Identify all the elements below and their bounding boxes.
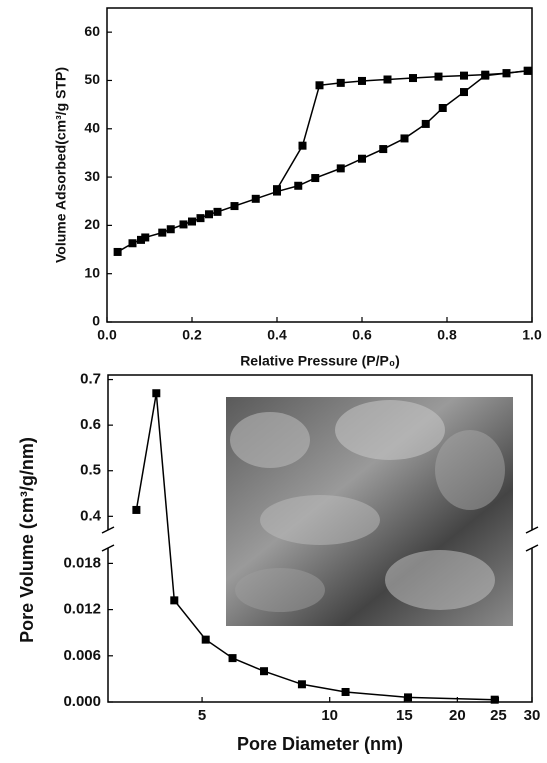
data-point (336, 164, 345, 173)
sem-inset (226, 397, 513, 626)
data-point (188, 217, 196, 226)
data-point (141, 233, 150, 242)
x-tick-label: 0.6 (352, 327, 372, 343)
y-tick-label: 0.012 (63, 601, 101, 618)
x-tick-label: 25 (490, 707, 507, 724)
y-tick-label: 20 (84, 216, 100, 232)
y-tick-label: 0.000 (63, 693, 101, 710)
x-tick-label: 20 (449, 707, 466, 724)
data-point (273, 185, 281, 194)
data-point (179, 220, 188, 229)
data-point (404, 693, 413, 702)
x-tick-label: 30 (524, 707, 541, 724)
data-point (421, 119, 430, 128)
data-point (358, 154, 366, 163)
y-tick-label: 50 (84, 71, 100, 87)
axis-break (101, 544, 115, 552)
y-tick-label: 0.4 (80, 507, 102, 524)
x-tick-label: 10 (321, 707, 338, 724)
data-point (502, 69, 511, 78)
y-axis-title: Volume Adsorbed(cm³/g STP) (53, 67, 69, 263)
axis-break (525, 544, 539, 552)
data-point (311, 174, 320, 183)
axis-break (525, 526, 539, 534)
data-point (438, 103, 447, 112)
series-line (117, 70, 528, 253)
data-point (201, 635, 210, 644)
x-tick-label: 0.0 (97, 327, 117, 343)
data-point (434, 72, 443, 81)
data-point (260, 667, 269, 676)
y-tick-label: 0.018 (63, 554, 101, 571)
data-point (460, 71, 468, 80)
data-point (460, 88, 468, 97)
y-tick-label: 60 (84, 23, 100, 39)
data-point (298, 141, 307, 150)
data-point (400, 134, 409, 143)
x-tick-label: 1.0 (522, 327, 542, 343)
data-point (358, 76, 366, 85)
data-point (490, 695, 499, 704)
y-tick-label: 10 (84, 264, 100, 280)
data-point (158, 228, 167, 237)
data-point (132, 505, 141, 514)
data-point (166, 225, 175, 234)
y-tick-label: 0 (92, 313, 100, 329)
data-point (113, 247, 122, 256)
y-tick-label: 0.006 (63, 647, 101, 664)
data-point (481, 70, 490, 79)
data-point (379, 145, 388, 154)
x-axis-title: Relative Pressure (P/P₀) (240, 353, 400, 369)
axis-frame (107, 374, 533, 703)
y-tick-label: 0.7 (80, 371, 101, 388)
y-tick-label: 0.5 (80, 462, 101, 479)
x-axis-title: Pore Diameter (nm) (237, 734, 403, 754)
data-point (297, 680, 306, 689)
data-point (170, 596, 179, 605)
data-point (196, 214, 205, 223)
series-line (276, 70, 528, 190)
data-point (315, 81, 324, 90)
data-point (230, 202, 239, 211)
x-tick-label: 5 (198, 707, 206, 724)
y-tick-label: 40 (84, 119, 100, 135)
y-axis-title: Pore Volume (cm³/g/nm) (17, 437, 37, 643)
data-point (336, 78, 345, 87)
axis-frame (106, 7, 533, 323)
data-point (383, 75, 392, 84)
data-point (341, 687, 350, 696)
data-point (152, 389, 161, 398)
data-point (409, 74, 417, 83)
x-tick-label: 0.2 (182, 327, 202, 343)
data-point (137, 235, 145, 244)
data-point (128, 239, 137, 248)
data-point (523, 66, 532, 75)
y-tick-label: 30 (84, 168, 100, 184)
x-tick-label: 0.4 (267, 327, 287, 343)
x-tick-label: 0.8 (437, 327, 457, 343)
x-tick-label: 15 (396, 707, 413, 724)
data-point (294, 181, 303, 190)
y-tick-label: 0.6 (80, 416, 101, 433)
data-point (205, 210, 213, 219)
series-line (135, 393, 495, 701)
data-point (251, 194, 260, 203)
data-point (228, 654, 237, 663)
data-point (213, 207, 222, 216)
axis-break (101, 526, 115, 534)
